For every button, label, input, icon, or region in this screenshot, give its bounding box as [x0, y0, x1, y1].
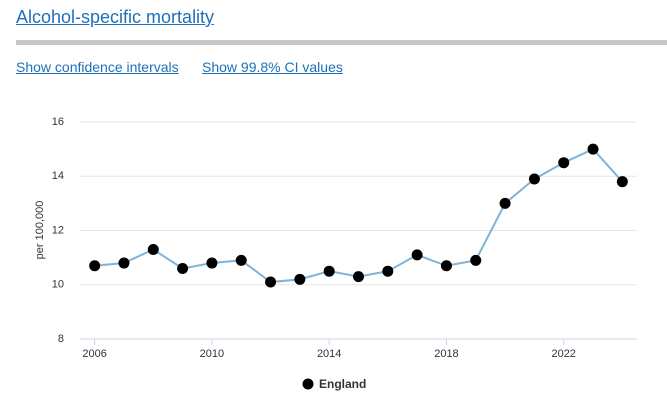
x-tick-label: 2018 [434, 348, 458, 360]
x-tick-label: 2022 [551, 348, 575, 360]
data-point [353, 271, 364, 283]
data-point [89, 260, 101, 272]
data-point [528, 173, 540, 185]
data-point [118, 257, 130, 269]
data-point [206, 257, 218, 269]
x-tick-label: 2014 [317, 348, 341, 360]
y-tick-label: 14 [52, 170, 64, 182]
y-tick-label: 16 [52, 116, 64, 128]
y-tick-label: 8 [58, 333, 64, 345]
data-point [587, 143, 599, 155]
x-tick-label: 2006 [82, 348, 106, 360]
data-point [382, 265, 394, 277]
legend-marker[interactable] [302, 378, 314, 390]
ci-values-link[interactable]: Show 99.8% CI values [202, 59, 343, 75]
data-point [177, 262, 189, 274]
series-line [94, 147, 624, 284]
y-axis-label: per 100,000 [34, 201, 46, 260]
data-point [294, 273, 306, 285]
data-point [470, 254, 482, 266]
data-point [147, 243, 159, 255]
data-point [323, 265, 335, 277]
x-tick-label: 2010 [200, 348, 224, 360]
data-point [440, 260, 452, 272]
data-point [265, 276, 277, 288]
title-link[interactable]: Alcohol-specific mortality [16, 7, 215, 27]
data-point [411, 249, 423, 261]
data-point [558, 157, 570, 169]
legend-label[interactable]: England [319, 377, 366, 391]
ci-link[interactable]: Show confidence intervals [16, 59, 179, 75]
divider [16, 40, 667, 45]
data-point [235, 254, 247, 266]
y-tick-label: 12 [52, 224, 64, 236]
y-tick-label: 10 [52, 279, 64, 291]
data-point [499, 197, 511, 209]
data-point [616, 176, 628, 188]
